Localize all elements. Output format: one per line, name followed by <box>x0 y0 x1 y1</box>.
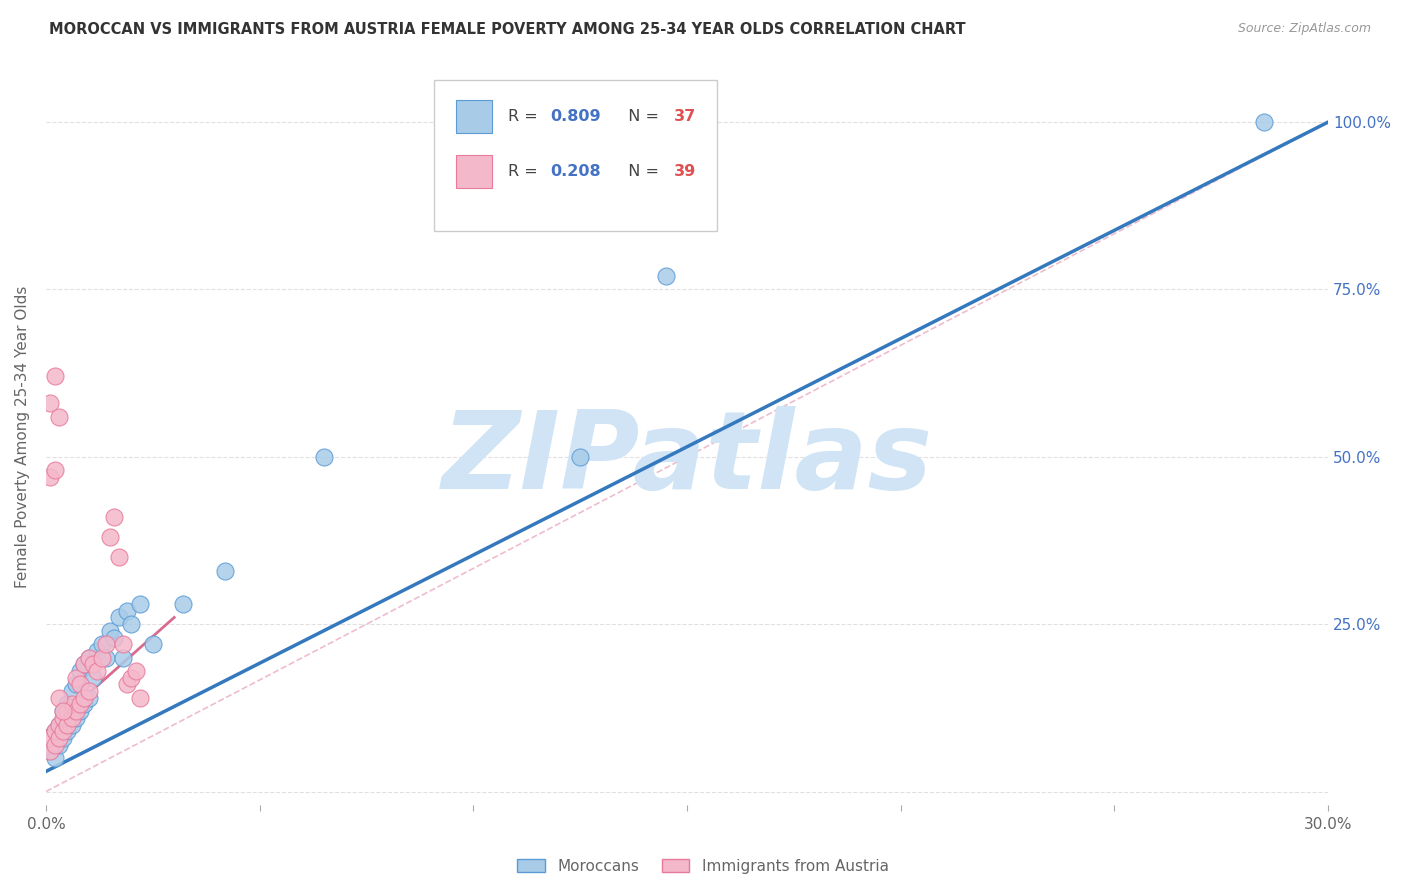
Point <box>52 724 75 739</box>
Point <box>44 463 66 477</box>
Point <box>77 690 100 705</box>
Point <box>73 657 96 672</box>
Point <box>82 657 104 672</box>
Point <box>111 650 134 665</box>
Text: ZIPatlas: ZIPatlas <box>441 406 932 512</box>
Text: 0.208: 0.208 <box>550 164 600 179</box>
Point <box>52 704 75 718</box>
Point <box>56 724 79 739</box>
Point <box>86 664 108 678</box>
Point <box>69 664 91 678</box>
Point <box>129 597 152 611</box>
Point <box>69 698 91 712</box>
Point <box>65 671 87 685</box>
Point <box>44 738 66 752</box>
Point <box>52 704 75 718</box>
Point <box>56 698 79 712</box>
Point <box>48 731 70 745</box>
Point <box>65 677 87 691</box>
Point <box>115 677 138 691</box>
Point <box>94 637 117 651</box>
Text: 37: 37 <box>675 109 696 124</box>
Y-axis label: Female Poverty Among 25-34 Year Olds: Female Poverty Among 25-34 Year Olds <box>15 285 30 588</box>
Point <box>98 530 121 544</box>
Point <box>60 684 83 698</box>
Point <box>44 751 66 765</box>
Point <box>120 617 142 632</box>
Point <box>172 597 194 611</box>
Point <box>103 510 125 524</box>
Point <box>107 610 129 624</box>
Point <box>1253 115 1275 129</box>
Point <box>107 550 129 565</box>
Point <box>77 650 100 665</box>
Point <box>77 684 100 698</box>
Text: Source: ZipAtlas.com: Source: ZipAtlas.com <box>1237 22 1371 36</box>
Point <box>214 564 236 578</box>
Point <box>82 671 104 685</box>
FancyBboxPatch shape <box>457 100 492 133</box>
Point <box>115 604 138 618</box>
Point <box>69 704 91 718</box>
Point <box>60 711 83 725</box>
Text: N =: N = <box>617 109 664 124</box>
Point <box>52 711 75 725</box>
Point <box>77 650 100 665</box>
Point <box>142 637 165 651</box>
Point <box>39 470 62 484</box>
Point <box>111 637 134 651</box>
Point <box>48 717 70 731</box>
Point <box>94 650 117 665</box>
Point <box>73 698 96 712</box>
Point <box>56 717 79 731</box>
Point <box>65 711 87 725</box>
Point <box>56 704 79 718</box>
Point <box>103 631 125 645</box>
Point <box>39 731 62 745</box>
Text: N =: N = <box>617 164 664 179</box>
Point <box>654 268 676 283</box>
Point <box>90 637 112 651</box>
Point <box>39 744 62 758</box>
Point <box>52 731 75 745</box>
Point <box>65 704 87 718</box>
Point <box>569 450 592 464</box>
Text: 0.809: 0.809 <box>550 109 600 124</box>
FancyBboxPatch shape <box>457 155 492 188</box>
Point <box>90 650 112 665</box>
Point <box>86 644 108 658</box>
Text: R =: R = <box>508 109 543 124</box>
Point <box>44 369 66 384</box>
Text: 39: 39 <box>675 164 696 179</box>
Text: R =: R = <box>508 164 543 179</box>
Point <box>39 744 62 758</box>
Point <box>48 717 70 731</box>
Point <box>39 396 62 410</box>
Point <box>125 664 148 678</box>
Point <box>48 690 70 705</box>
Point <box>120 671 142 685</box>
Point <box>129 690 152 705</box>
Point <box>98 624 121 638</box>
Point <box>44 724 66 739</box>
Point <box>73 657 96 672</box>
Point <box>60 717 83 731</box>
Legend: Moroccans, Immigrants from Austria: Moroccans, Immigrants from Austria <box>512 853 894 880</box>
Point <box>73 690 96 705</box>
Point <box>48 738 70 752</box>
Point <box>312 450 335 464</box>
Point <box>69 677 91 691</box>
Point <box>60 698 83 712</box>
Point <box>48 409 70 424</box>
Point <box>44 724 66 739</box>
FancyBboxPatch shape <box>434 79 717 230</box>
Text: MOROCCAN VS IMMIGRANTS FROM AUSTRIA FEMALE POVERTY AMONG 25-34 YEAR OLDS CORRELA: MOROCCAN VS IMMIGRANTS FROM AUSTRIA FEMA… <box>49 22 966 37</box>
